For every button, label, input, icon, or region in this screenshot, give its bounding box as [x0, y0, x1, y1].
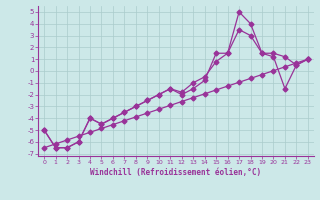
X-axis label: Windchill (Refroidissement éolien,°C): Windchill (Refroidissement éolien,°C) — [91, 168, 261, 177]
